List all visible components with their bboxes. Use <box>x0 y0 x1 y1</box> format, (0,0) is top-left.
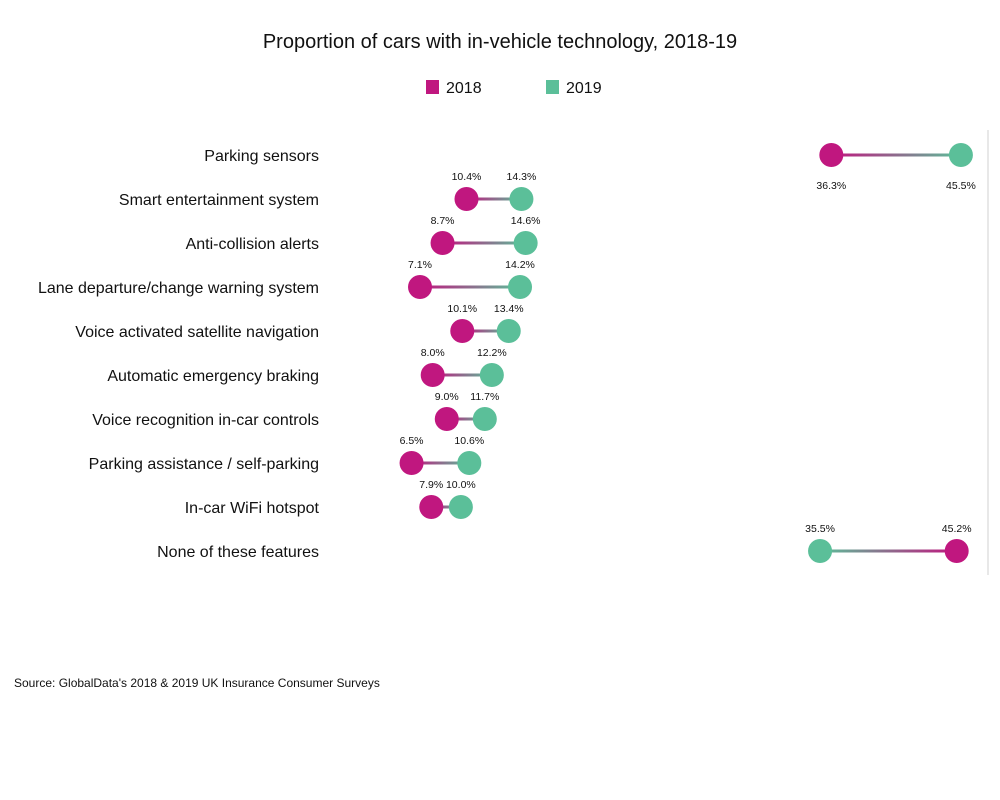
data-label-2019: 14.3% <box>507 171 537 183</box>
marker-2019 <box>496 319 521 343</box>
dumbbell-rows: Parking sensors 36.3% 45.5% Smart entertain… <box>38 143 976 563</box>
connector-line <box>431 505 461 509</box>
connector-line <box>462 329 509 333</box>
marker-2018 <box>408 275 433 299</box>
marker-2019 <box>479 363 504 387</box>
data-label-2018: 10.1% <box>447 303 477 315</box>
marker-2018 <box>454 187 479 211</box>
data-label-2019: 45.5% <box>946 180 976 192</box>
category-label: None of these features <box>157 544 319 561</box>
data-label-2019: 35.5% <box>805 523 835 535</box>
category-label: Anti-collision alerts <box>186 236 319 253</box>
data-label-2018: 7.1% <box>408 259 432 271</box>
data-label-2018: 9.0% <box>435 391 459 403</box>
connector-line <box>432 373 492 377</box>
marker-2019 <box>808 539 833 563</box>
legend-label-2018: 2018 <box>446 80 482 97</box>
chart-title: Proportion of cars with in-vehicle techn… <box>263 31 737 53</box>
marker-2018 <box>450 319 475 343</box>
category-label: Automatic emergency braking <box>107 368 319 385</box>
category-label: Smart entertainment system <box>119 192 319 209</box>
data-label-2018: 10.4% <box>452 171 482 183</box>
data-label-2019: 14.6% <box>511 215 541 227</box>
data-label-2019: 12.2% <box>477 347 507 359</box>
data-label-2018: 8.0% <box>421 347 445 359</box>
data-label-2019: 13.4% <box>494 303 524 315</box>
marker-2018 <box>434 407 459 431</box>
marker-2019 <box>472 407 497 431</box>
category-label: In-car WiFi hotspot <box>185 500 320 517</box>
data-label-2018: 45.2% <box>942 523 972 535</box>
marker-2018 <box>420 363 445 387</box>
marker-2018 <box>430 231 455 255</box>
legend-swatch-2018 <box>426 80 439 94</box>
legend-label-2019: 2019 <box>566 80 602 97</box>
data-label-2019: 10.6% <box>454 435 484 447</box>
connector-line <box>820 549 957 553</box>
marker-2019 <box>508 275 533 299</box>
connector-line <box>831 153 961 157</box>
category-label: Voice recognition in-car controls <box>92 412 319 429</box>
connector-line <box>420 285 521 289</box>
source-note: Source: GlobalData's 2018 & 2019 UK Insu… <box>14 676 380 690</box>
marker-2018 <box>399 451 424 475</box>
marker-2018 <box>819 143 844 167</box>
marker-2018 <box>419 495 444 519</box>
category-label: Voice activated satellite navigation <box>75 324 319 341</box>
marker-2019 <box>509 187 534 211</box>
connector-line <box>411 461 470 465</box>
category-label: Parking sensors <box>204 148 319 165</box>
marker-2019 <box>457 451 482 475</box>
data-label-2018: 6.5% <box>400 435 424 447</box>
legend: 2018 2019 <box>426 80 602 97</box>
data-label-2018: 7.9% <box>419 479 443 491</box>
data-label-2019: 14.2% <box>505 259 535 271</box>
marker-2019 <box>948 143 973 167</box>
connector-line <box>446 417 485 421</box>
category-label: Lane departure/change warning system <box>38 280 319 297</box>
category-label: Parking assistance / self-parking <box>89 456 319 473</box>
connector-line <box>466 197 522 201</box>
data-label-2019: 11.7% <box>470 391 499 403</box>
data-label-2018: 8.7% <box>431 215 455 227</box>
marker-2019 <box>513 231 538 255</box>
connector-line <box>442 241 526 245</box>
data-label-2018: 36.3% <box>816 180 846 192</box>
marker-2019 <box>448 495 473 519</box>
marker-2018 <box>944 539 969 563</box>
data-label-2019: 10.0% <box>446 479 476 491</box>
legend-swatch-2019 <box>546 80 559 94</box>
